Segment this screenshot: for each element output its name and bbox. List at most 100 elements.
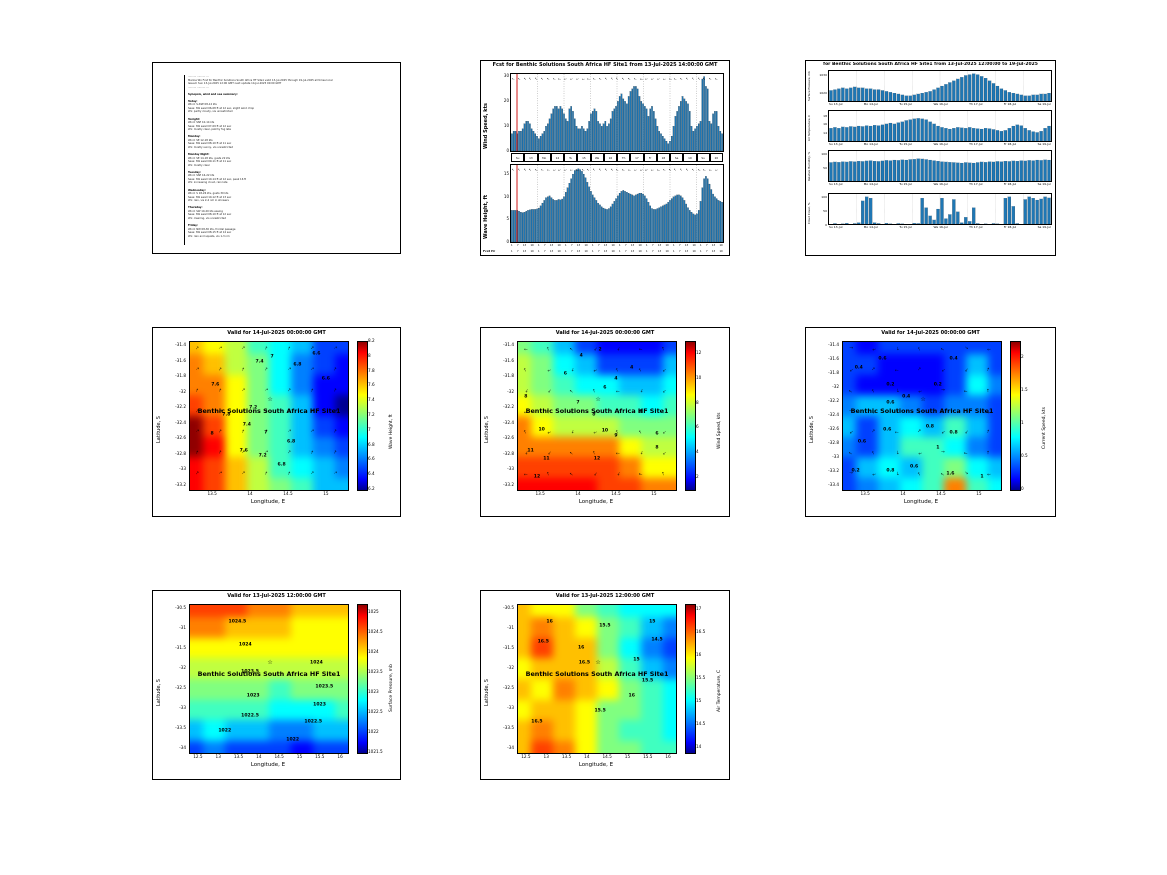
heatmap-cell [518, 741, 535, 753]
document-line: Marine Wx Fcst for Benthic Solutions Sou… [188, 78, 333, 82]
heatmap-cell [530, 342, 557, 358]
heatmap-cell [843, 395, 860, 420]
map-xtick: 13.5 [233, 754, 244, 759]
panel-meteogram[interactable]: for Benthic Solutions South Africa HF Si… [805, 60, 1056, 256]
colorbar-tick: 1023.5 [368, 669, 383, 674]
map-xtick: 15.5 [315, 754, 325, 759]
contour-label: 1023.5 [315, 684, 334, 690]
heatmap-cell [202, 679, 229, 704]
y-tick-label: 15 [503, 171, 509, 177]
temp-bar-chart [828, 110, 1052, 142]
heatmap-cell [202, 616, 229, 641]
heatmap-cell [899, 416, 926, 441]
heatmap-cell [597, 637, 623, 662]
map-xtick: 14 [247, 491, 253, 496]
day-tick-label: We 16-Jul [933, 102, 948, 106]
map-ytick: -33 [507, 704, 514, 710]
colorbar-tick: 1022 [368, 729, 379, 734]
hour-tick: 13 [657, 250, 662, 253]
contour-label: 16 [628, 693, 635, 699]
heatmap-cell [641, 436, 667, 461]
panel-forecast-text[interactable]: .......... .......... ... Marine Wx Fcst … [152, 62, 401, 254]
contour-label: 1.6 [946, 471, 955, 477]
map-ytick: -31.8 [175, 373, 186, 379]
map-title: Valid for 13-Jul-2025 12:00:00 GMT [227, 593, 326, 599]
contour-label: 6.8 [293, 362, 302, 368]
map-ytick: -33 [832, 453, 839, 459]
heatmap-cell [843, 342, 860, 358]
heatmap-cell [224, 741, 251, 753]
day-box: 18 [656, 153, 670, 162]
map-xlabel: Longitude, E [903, 499, 939, 505]
contour-label: 7.6 [239, 448, 248, 454]
heatmap-cell [269, 720, 295, 745]
day-tick-label: Tu 15-Jul [899, 142, 913, 146]
map-colorbar [685, 341, 696, 491]
y-tick-label: 30 [503, 73, 509, 79]
heatmap-cell [224, 353, 251, 378]
heatmap-cell [619, 720, 645, 745]
hour-tick: 19 [584, 244, 588, 247]
heatmap-cell [530, 741, 557, 753]
heatmap-cell [663, 679, 676, 704]
map-ytick: -34 [507, 744, 514, 750]
day-tick-label: Mo 14-Jul [863, 182, 878, 186]
meteogram-title: for Benthic Solutions South Africa HF Si… [823, 62, 1038, 67]
heatmap-cell [291, 416, 317, 441]
panel-air-temperature-map[interactable]: Valid for 13-Jul-2025 12:00:00 GMT 16 15.5… [480, 590, 730, 780]
vector-arrow-icon: → [615, 450, 620, 456]
heatmap-cell [530, 658, 557, 683]
contour-label: 0.4 [902, 394, 911, 400]
hour-tick: 13 [684, 250, 689, 253]
map-xtick: 15 [651, 491, 657, 496]
direction-arrow-icon: → [709, 167, 713, 173]
contour-label: 2 [598, 347, 602, 353]
heatmap-cell [202, 342, 229, 358]
heatmap-cell [224, 720, 251, 745]
heatmap-cell [530, 436, 557, 461]
heatmap-cell [899, 353, 926, 378]
heatmap-cell [855, 374, 882, 399]
colorbar-tick: 6.4 [368, 471, 375, 477]
heatmap-cell [597, 395, 623, 420]
heatmap-cell [335, 457, 348, 482]
heatmap-cell [552, 342, 579, 358]
day-tick-label: Mo 14-Jul [863, 102, 878, 106]
heatmap-cell [552, 353, 579, 378]
contour-label: 0.6 [910, 464, 919, 470]
heatmap-cell [966, 436, 992, 461]
panel-current-speed-map[interactable]: Valid for 14-Jul-2025 00:00:00 GMT → → → → → →… [805, 327, 1056, 517]
panel-wind-speed-map[interactable]: Valid for 14-Jul-2025 00:00:00 GMT → → → → → →… [480, 327, 730, 517]
heatmap-cell [552, 616, 579, 641]
hour-tick: 7 [570, 244, 573, 247]
map-ytick: -31.6 [175, 357, 186, 363]
map-ytick: -31.8 [828, 370, 839, 376]
meteogram-ytick: 16 [823, 122, 827, 127]
heatmap-cell [530, 478, 557, 490]
hour-tick: 7 [516, 244, 519, 247]
contour-label: 11 [527, 448, 534, 454]
map-title: Valid for 14-Jul-2025 00:00:00 GMT [881, 330, 980, 336]
site-star-icon: ☆ [920, 395, 926, 403]
map-ytick: -31 [507, 625, 514, 631]
panel-surface-pressure-map[interactable]: Valid for 13-Jul-2025 12:00:00 GMT 1024.5… [152, 590, 401, 780]
y-tick-label: 10 [503, 193, 509, 199]
heatmap-cell [530, 720, 557, 745]
heatmap-cell [574, 374, 601, 399]
heatmap-cell [313, 353, 339, 378]
heatmap-cell [246, 353, 273, 378]
colorbar-tick: 1024 [368, 649, 379, 654]
direction-arrow-icon: → [575, 167, 579, 173]
contour-label: 0.2 [933, 383, 942, 389]
document-line: Monday: [188, 135, 201, 139]
heatmap-cell [899, 342, 926, 358]
panel-wind-wave-timeseries[interactable]: Fcst for Benthic Solutions South Africa … [480, 60, 730, 256]
hour-tick: 1 [538, 244, 540, 247]
heatmap-cell [246, 637, 273, 662]
day-box: 14 [550, 153, 564, 162]
direction-arrow-icon: → [627, 167, 631, 173]
heatmap-cell [855, 457, 882, 482]
colorbar-tick: 1024.5 [368, 629, 383, 634]
panel-wave-height-map[interactable]: Valid for 14-Jul-2025 00:00:00 GMT → → → → → →… [152, 327, 401, 517]
contour-label: 6 [655, 431, 659, 437]
